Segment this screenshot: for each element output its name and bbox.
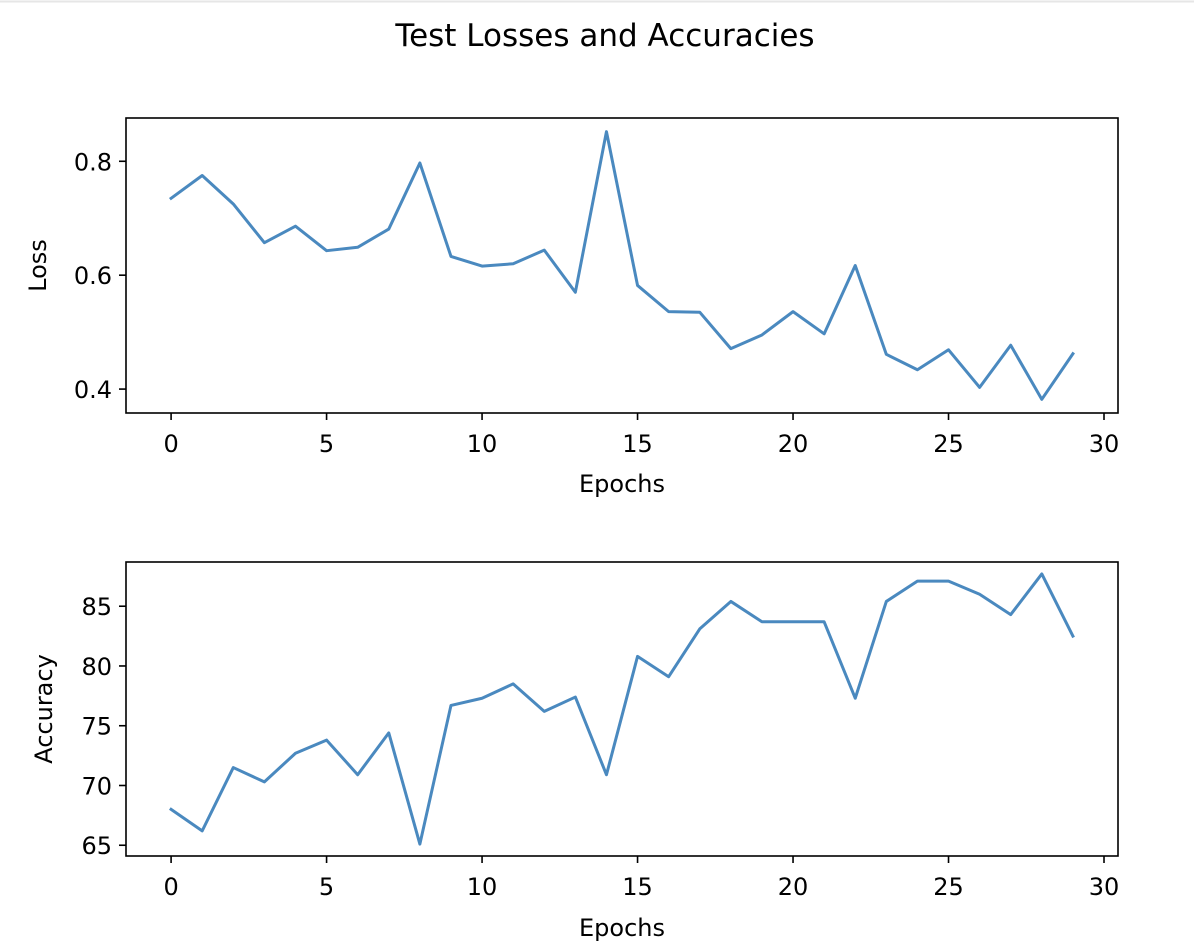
accuracy-x-axis-label: Epochs (579, 914, 665, 942)
accuracy-x-tick-label: 0 (163, 873, 178, 901)
loss-x-tick-label: 5 (319, 430, 334, 458)
accuracy-subplot: 0 5 10 15 20 25 30 65 70 75 80 85 Epochs Accuracy (30, 561, 1120, 942)
accuracy-series-line (169, 572, 1075, 846)
loss-y-axis-label: Loss (24, 239, 52, 292)
accuracy-y-tick-label: 65 (81, 832, 112, 860)
loss-x-tick-label: 0 (163, 430, 178, 458)
accuracy-x-tick-label: 20 (778, 873, 809, 901)
accuracy-x-tick-label: 5 (319, 873, 334, 901)
accuracy-y-axis-label: Accuracy (30, 654, 58, 764)
accuracy-y-tick-label: 70 (81, 772, 112, 800)
loss-x-tick-label: 30 (1089, 430, 1120, 458)
loss-series-line (168, 130, 1075, 401)
loss-axes-frame (125, 117, 1119, 414)
loss-subplot: 0 5 10 15 20 25 30 0.4 0.6 0.8 Epochs Loss (24, 117, 1120, 498)
accuracy-x-tick-label: 30 (1089, 873, 1120, 901)
loss-y-tick-label: 0.8 (74, 148, 112, 176)
loss-x-tick-label: 10 (467, 430, 498, 458)
figure-title: Test Losses and Accuracies (394, 18, 814, 54)
accuracy-y-tick-label: 80 (81, 653, 112, 681)
accuracy-x-tick-label: 10 (467, 873, 498, 901)
loss-x-tick-label: 15 (622, 430, 653, 458)
accuracy-axes-frame (125, 561, 1119, 857)
loss-y-tick-label: 0.6 (74, 262, 112, 290)
loss-y-tick-label: 0.4 (74, 376, 112, 404)
loss-x-axis-label: Epochs (579, 470, 665, 498)
accuracy-x-tick-label: 15 (622, 873, 653, 901)
loss-x-tick-label: 20 (778, 430, 809, 458)
loss-x-tick-label: 25 (933, 430, 964, 458)
accuracy-y-tick-label: 85 (81, 593, 112, 621)
accuracy-x-tick-label: 25 (933, 873, 964, 901)
accuracy-y-tick-label: 75 (81, 713, 112, 741)
